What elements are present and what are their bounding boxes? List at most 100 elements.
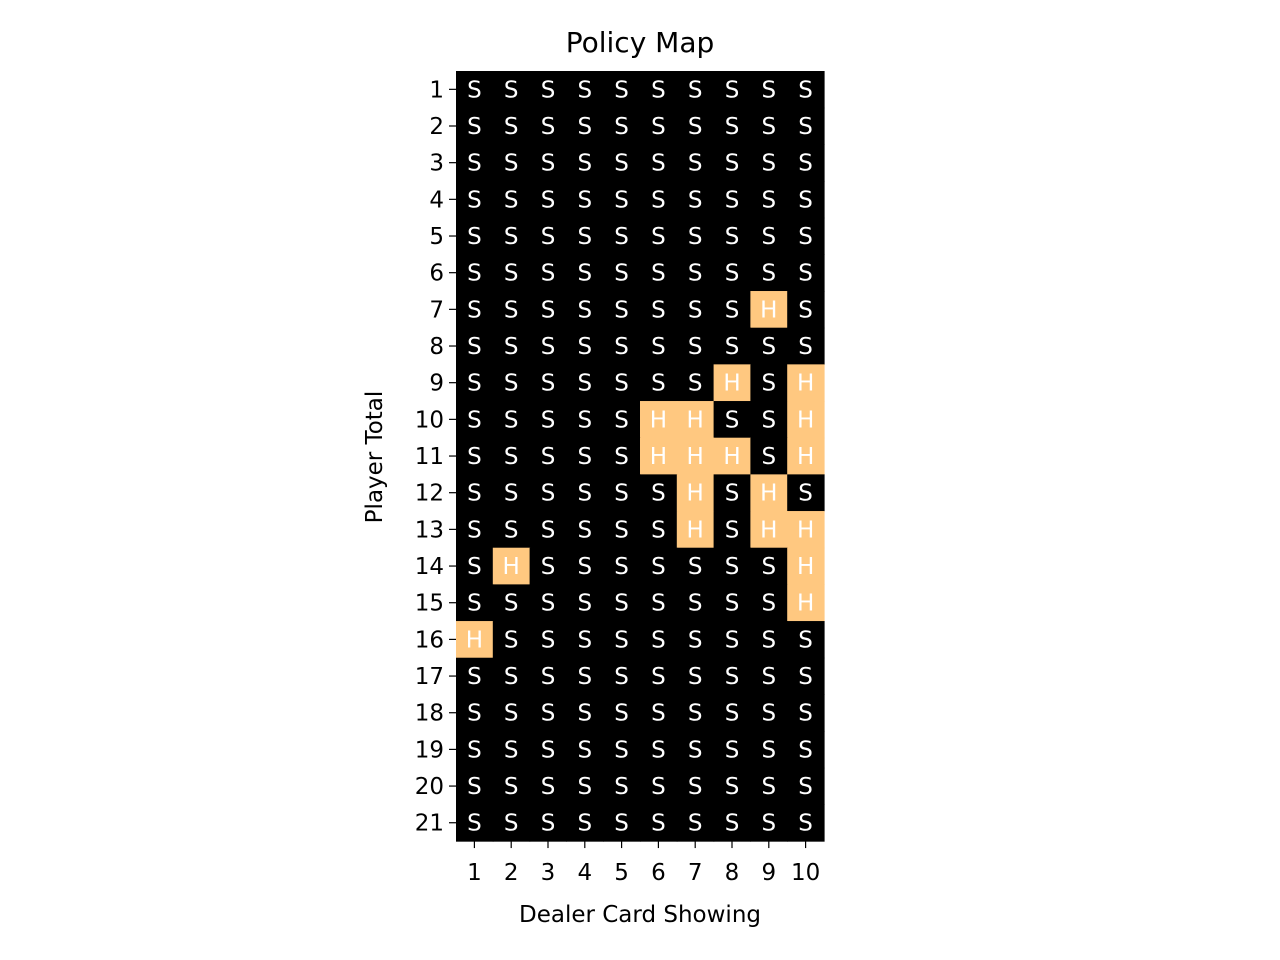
cell-label: H — [760, 297, 777, 323]
cell-label: S — [725, 407, 740, 433]
heatmap-cell — [492, 731, 531, 769]
heatmap-cell — [566, 584, 604, 622]
cell-label: S — [725, 114, 740, 140]
cell-label: S — [798, 774, 813, 800]
cell-label: H — [466, 627, 483, 653]
cell-label: S — [577, 297, 592, 323]
heatmap-cell — [492, 364, 531, 402]
heatmap-cell — [640, 144, 678, 182]
cell-label: S — [577, 334, 592, 360]
heatmap-cell — [456, 144, 494, 182]
cell-label: S — [761, 187, 776, 213]
heatmap-cell — [492, 804, 531, 842]
heatmap-cell — [640, 584, 678, 622]
cell-label: S — [577, 737, 592, 763]
heatmap-cell — [603, 694, 641, 732]
cell-label: S — [504, 591, 519, 617]
cell-label: S — [725, 554, 740, 580]
cell-label: S — [725, 517, 740, 543]
cell-label: S — [504, 737, 519, 763]
heatmap-cell — [492, 621, 531, 659]
cell-label: S — [725, 261, 740, 287]
heatmap-cell — [713, 71, 751, 109]
cell-label: S — [467, 297, 482, 323]
y-tick-label: 3 — [429, 151, 444, 177]
heatmap-cell — [529, 254, 567, 292]
cell-label: S — [541, 481, 556, 507]
cell-label: S — [761, 627, 776, 653]
heatmap-cell — [713, 144, 751, 182]
heatmap-cells: S S S S S S S S S SS S S S S S S S S SS S S S S S S S S SS S S S S S S S S S… — [456, 71, 825, 842]
cell-label: S — [651, 737, 666, 763]
cell-label: S — [798, 701, 813, 727]
heatmap-cell — [787, 364, 825, 402]
heatmap-cell — [676, 291, 715, 329]
heatmap-cell — [456, 327, 494, 365]
heatmap-cell — [566, 181, 604, 219]
heatmap-cell — [456, 767, 494, 805]
heatmap-cell — [640, 767, 678, 805]
cell-label: S — [577, 224, 592, 250]
cell-label: S — [504, 187, 519, 213]
cell-label: S — [614, 444, 629, 470]
cell-label: S — [761, 591, 776, 617]
cell-label: S — [725, 77, 740, 103]
cell-label: S — [541, 444, 556, 470]
cell-label: H — [723, 371, 740, 397]
heatmap-cell — [640, 254, 678, 292]
heatmap-cell — [456, 217, 494, 255]
heatmap-cell — [750, 181, 788, 219]
x-tick-label: 3 — [541, 860, 556, 886]
cell-label: S — [467, 444, 482, 470]
heatmap-cell — [640, 437, 678, 475]
heatmap-cell — [529, 547, 567, 585]
heatmap-cell — [713, 657, 751, 695]
cell-label: S — [504, 261, 519, 287]
x-tick-label: 5 — [614, 860, 629, 886]
heatmap-cell — [713, 474, 751, 512]
heatmap-cell — [456, 694, 494, 732]
cell-label: S — [798, 114, 813, 140]
heatmap-cell — [492, 547, 531, 585]
heatmap-cell — [750, 694, 788, 732]
cell-label: S — [761, 224, 776, 250]
cell-label: S — [761, 554, 776, 580]
cell-label: S — [725, 187, 740, 213]
x-axis-label: Dealer Card Showing — [519, 902, 761, 928]
heatmap-cell — [713, 731, 751, 769]
cell-label: S — [688, 334, 703, 360]
heatmap-cell — [713, 547, 751, 585]
cell-label: H — [650, 444, 667, 470]
cell-label: H — [687, 481, 704, 507]
cell-label: S — [614, 774, 629, 800]
cell-label: S — [761, 737, 776, 763]
cell-label: S — [688, 737, 703, 763]
heatmap-cell — [676, 181, 715, 219]
heatmap-cell — [492, 254, 531, 292]
cell-label: S — [467, 224, 482, 250]
cell-label: S — [577, 774, 592, 800]
cell-label: H — [723, 444, 740, 470]
cell-label: S — [467, 334, 482, 360]
heatmap-cell — [566, 291, 604, 329]
heatmap-cell — [787, 217, 825, 255]
cell-label: S — [467, 371, 482, 397]
cell-label: S — [614, 261, 629, 287]
heatmap-cell — [676, 511, 715, 549]
y-tick-label: 1 — [429, 77, 444, 103]
y-tick-label: 21 — [415, 811, 444, 837]
heatmap-cell — [566, 144, 604, 182]
cell-label: S — [467, 664, 482, 690]
cell-label: S — [725, 481, 740, 507]
heatmap-cell — [566, 254, 604, 292]
cell-label: S — [541, 334, 556, 360]
heatmap-cell — [787, 401, 825, 439]
heatmap-cell — [787, 694, 825, 732]
heatmap-cell — [787, 71, 825, 109]
heatmap-cell — [750, 474, 788, 512]
heatmap-cell — [456, 254, 494, 292]
x-axis-ticks: 1 2 3 4 5 6 7 8 9 10 — [467, 841, 820, 886]
cell-label: S — [798, 811, 813, 837]
heatmap-cell — [640, 621, 678, 659]
cell-label: S — [541, 407, 556, 433]
